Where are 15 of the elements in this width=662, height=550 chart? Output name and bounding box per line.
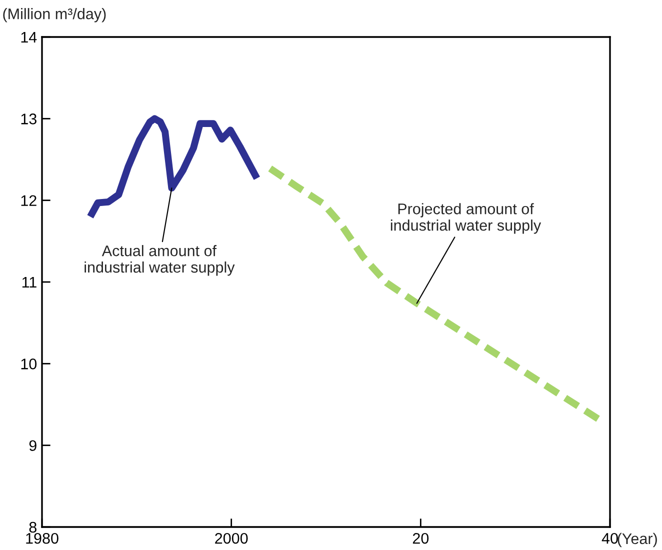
x-tick-label: 1980	[26, 532, 58, 544]
y-tick-label: 8	[29, 522, 36, 533]
y-tick-label: 13	[21, 114, 36, 124]
y-tick-label: 14	[21, 32, 37, 43]
annotation: Projected amount of industrial water supply	[390, 203, 542, 234]
y-tick-label: 12	[21, 195, 36, 206]
annotation: Actual amount of industrial water supply	[84, 245, 235, 276]
x-tick-label: 20	[412, 532, 429, 544]
y-tick-label: 10	[21, 358, 37, 370]
y-tick-label: 9	[29, 440, 36, 452]
x-tick-label: 2000	[215, 532, 248, 544]
x-tick-label: 40	[602, 532, 618, 544]
y-tick-label: 11	[22, 277, 36, 288]
x-axis-title: (Year)	[618, 532, 657, 548]
y-axis-title: (Million m³/day)	[3, 8, 106, 22]
